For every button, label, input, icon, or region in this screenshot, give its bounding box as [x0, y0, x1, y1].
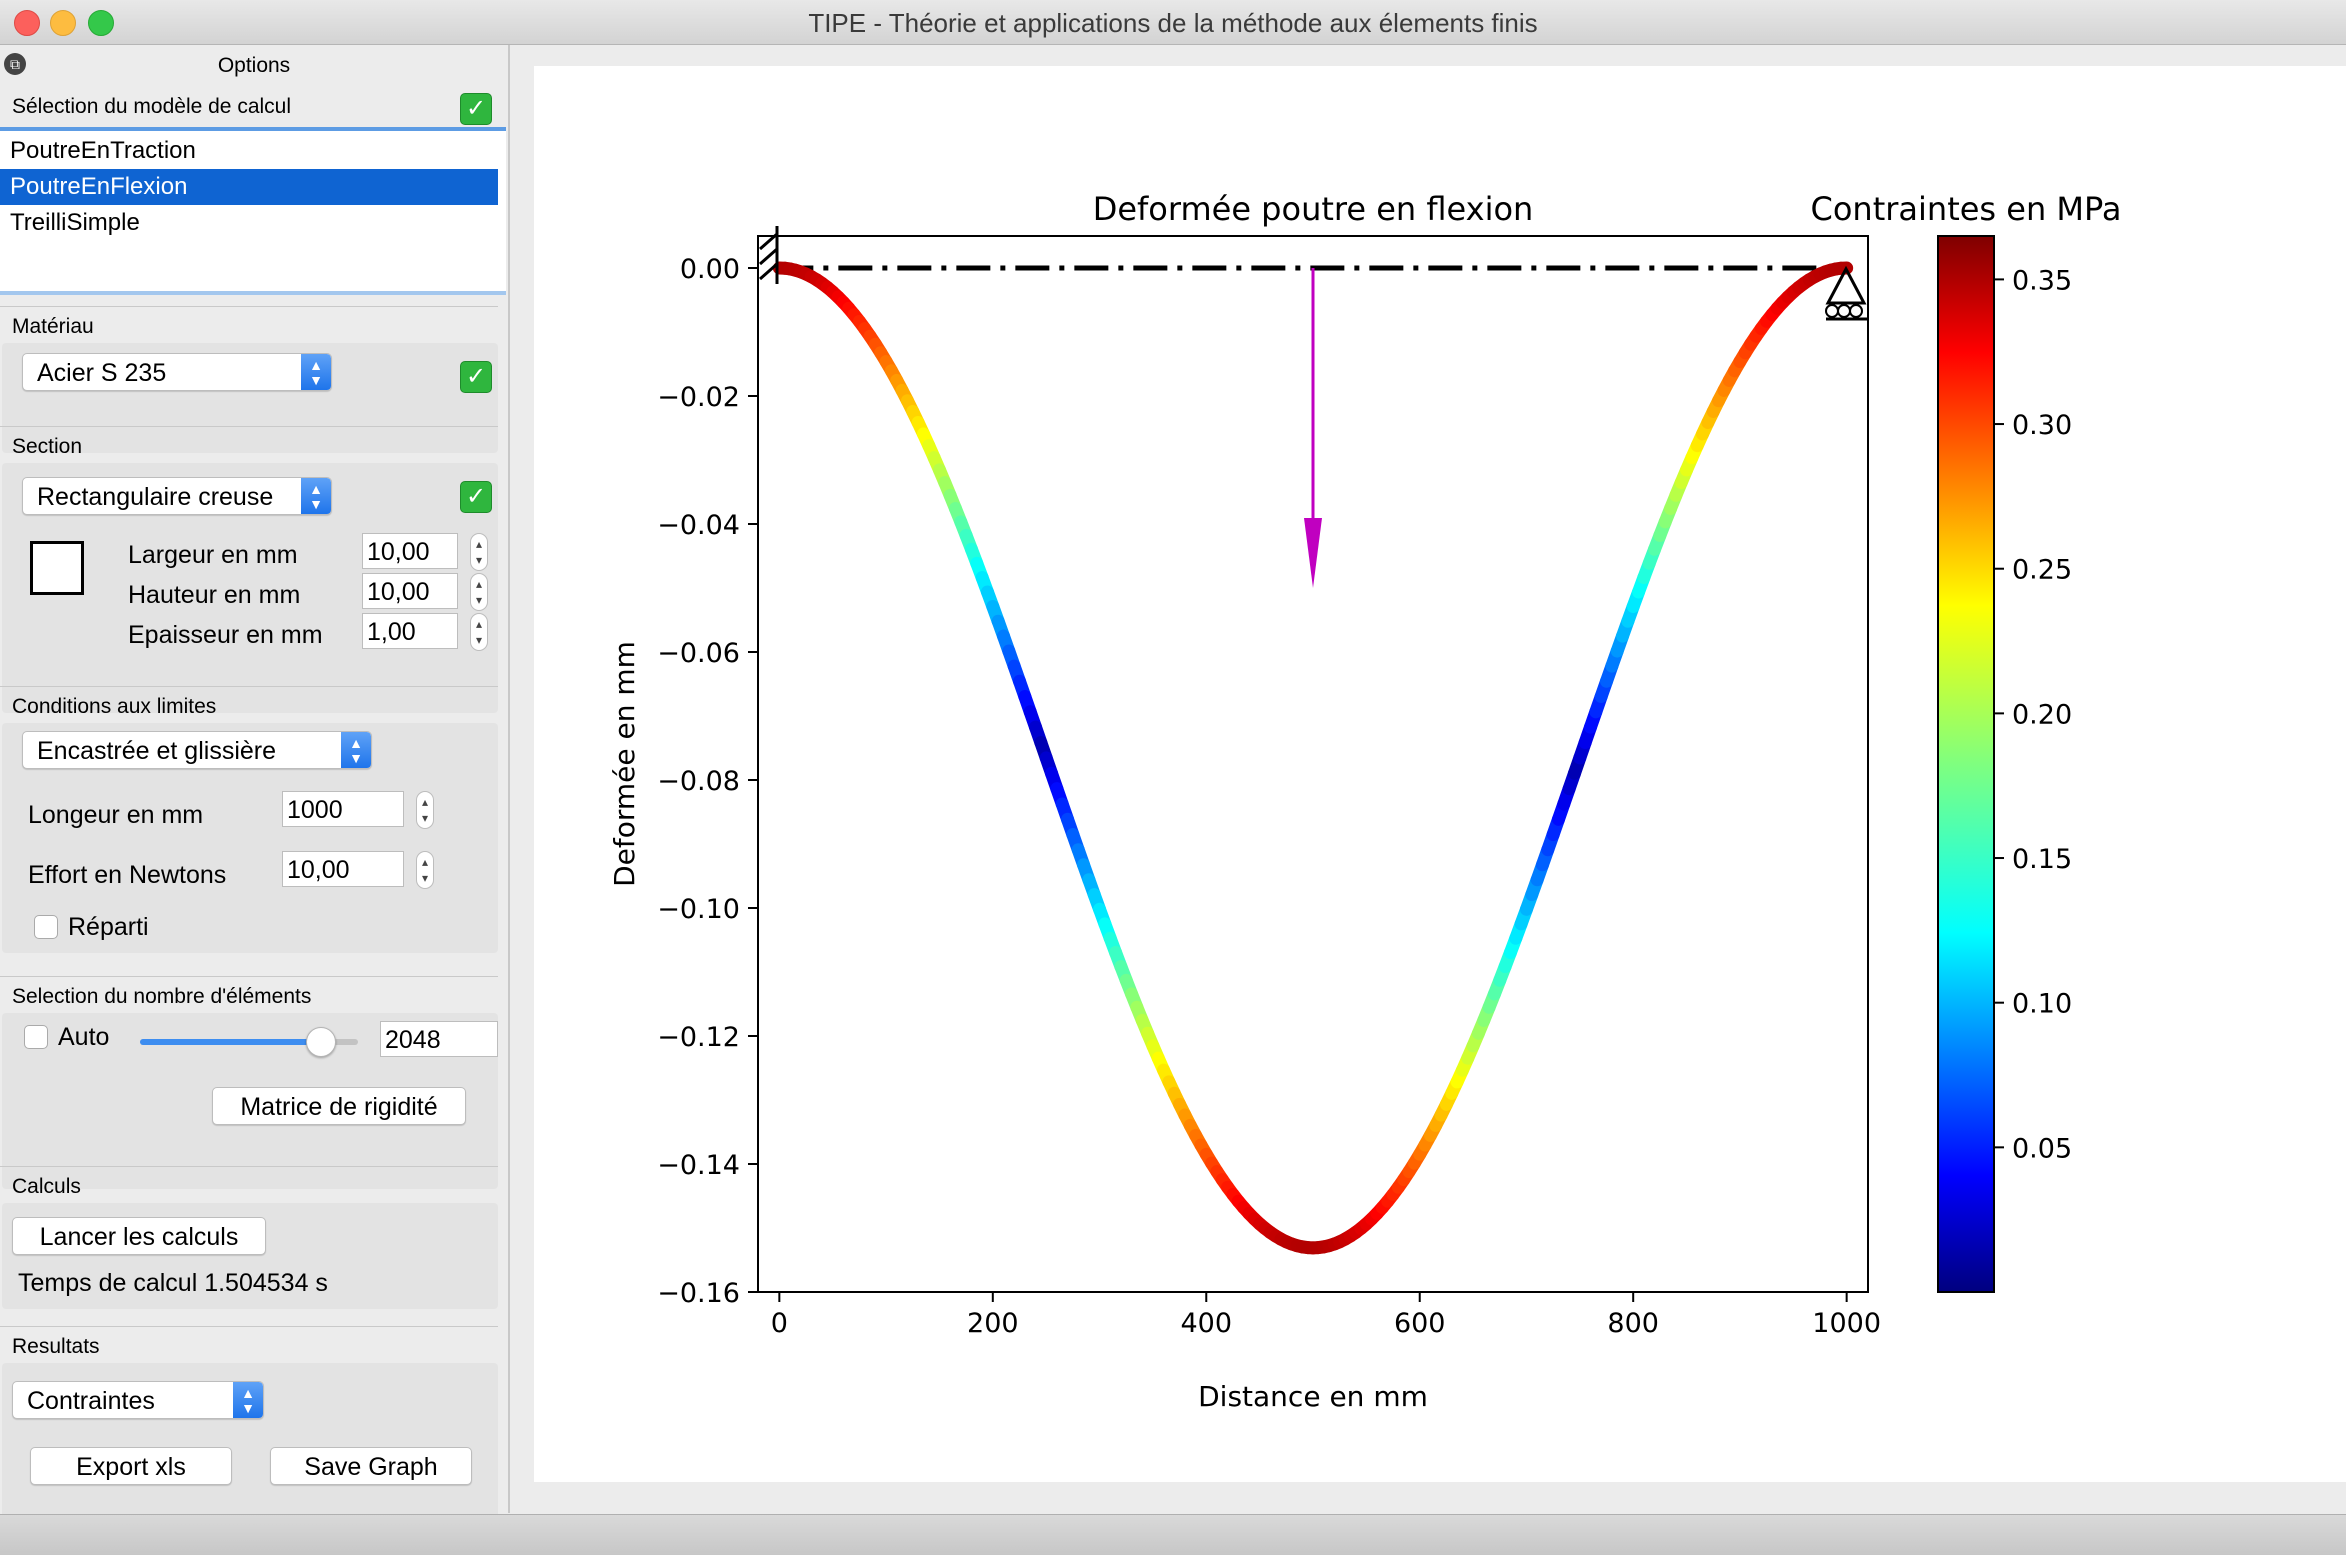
length-stepper[interactable]: ▴▾: [416, 791, 434, 829]
colorbar-tick-label: 0.20: [2012, 699, 2072, 730]
plot-area: Deformée poutre en flexion Distance en m…: [534, 66, 2346, 1482]
x-tick-label: 400: [1180, 1308, 1232, 1339]
divider: [0, 686, 498, 687]
y-tick-label: −0.10: [657, 894, 740, 925]
length-label: Longeur en mm: [28, 801, 203, 830]
colorbar-title: Contraintes en MPa: [1811, 190, 2122, 228]
chevron-updown-icon: ▲▼: [341, 732, 371, 769]
x-tick-label: 1000: [1812, 1308, 1881, 1339]
run-calc-button[interactable]: Lancer les calculs: [12, 1217, 266, 1255]
roller-support-icon: [1826, 269, 1868, 319]
colorbar-tick-label: 0.30: [2012, 410, 2072, 441]
x-tick-label: 0: [771, 1308, 788, 1339]
section-label: Section: [12, 435, 82, 459]
title-bar: TIPE - Théorie et applications de la mét…: [0, 0, 2346, 45]
window-title: TIPE - Théorie et applications de la mét…: [0, 8, 2346, 39]
undock-icon[interactable]: ⧉: [4, 53, 26, 75]
colorbar-tick-label: 0.35: [2012, 265, 2072, 296]
material-select[interactable]: Acier S 235 ▲▼: [22, 353, 332, 391]
divider: [0, 1326, 498, 1327]
export-xls-button[interactable]: Export xls: [30, 1447, 232, 1485]
options-panel: Options ⧉ Sélection du modèle de calcul …: [0, 45, 510, 1513]
x-axis-label: Distance en mm: [1198, 1380, 1428, 1413]
options-header: Options: [0, 45, 508, 85]
divider: [0, 1166, 498, 1167]
x-tick-label: 200: [967, 1308, 1019, 1339]
distributed-checkbox[interactable]: [34, 915, 58, 939]
length-input[interactable]: 1000: [282, 791, 404, 827]
results-type-select[interactable]: Contraintes ▲▼: [12, 1381, 264, 1419]
y-tick-label: −0.08: [657, 766, 740, 797]
list-item-treilli-simple[interactable]: TreilliSimple: [0, 205, 498, 241]
effort-label: Effort en Newtons: [28, 861, 226, 890]
x-tick-label: 600: [1394, 1308, 1446, 1339]
y-tick-label: −0.14: [657, 1150, 740, 1181]
section-shape-preview: [30, 541, 84, 595]
section-valid-check-icon: ✓: [460, 481, 492, 513]
y-tick-label: −0.06: [657, 638, 740, 669]
y-tick-label: −0.02: [657, 382, 740, 413]
distributed-label: Réparti: [68, 913, 149, 942]
results-type-value: Contraintes: [27, 1387, 155, 1415]
elements-slider-handle[interactable]: [306, 1027, 336, 1057]
divider: [0, 426, 498, 427]
material-value: Acier S 235: [37, 359, 166, 387]
y-tick-label: −0.16: [657, 1278, 740, 1309]
chevron-updown-icon: ▲▼: [301, 354, 331, 391]
stiffness-matrix-button[interactable]: Matrice de rigidité: [212, 1087, 466, 1125]
y-axis-label: Deformée en mm: [608, 641, 641, 887]
model-section-label: Sélection du modèle de calcul: [12, 95, 291, 119]
fixed-support-icon: [760, 226, 777, 284]
save-graph-button[interactable]: Save Graph: [270, 1447, 472, 1485]
colorbar-tick-label: 0.25: [2012, 555, 2072, 586]
thickness-input[interactable]: 1,00: [362, 613, 458, 649]
effort-stepper[interactable]: ▴▾: [416, 851, 434, 889]
y-tick-label: 0.00: [680, 254, 740, 285]
y-tick-label: −0.04: [657, 510, 740, 541]
limits-label: Conditions aux limites: [12, 695, 216, 719]
section-type-value: Rectangulaire creuse: [37, 483, 273, 511]
model-valid-check-icon: ✓: [460, 93, 492, 125]
width-input[interactable]: 10,00: [362, 533, 458, 569]
effort-input[interactable]: 10,00: [282, 851, 404, 887]
calc-label: Calculs: [12, 1175, 81, 1199]
material-valid-check-icon: ✓: [460, 361, 492, 393]
colorbar: [1938, 236, 1994, 1292]
limits-type-select[interactable]: Encastrée et glissière ▲▼: [22, 731, 372, 769]
height-label: Hauteur en mm: [128, 581, 300, 610]
y-tick-label: −0.12: [657, 1022, 740, 1053]
x-tick-label: 800: [1607, 1308, 1659, 1339]
thickness-label: Epaisseur en mm: [128, 621, 323, 650]
elements-label: Selection du nombre d'éléments: [12, 985, 311, 1009]
divider: [0, 976, 498, 977]
deformation-chart: Deformée poutre en flexion Distance en m…: [534, 66, 2346, 1482]
width-label: Largeur en mm: [128, 541, 298, 570]
model-list[interactable]: PoutreEnTraction PoutreEnFlexion Treilli…: [0, 127, 506, 295]
thickness-stepper[interactable]: ▴▾: [470, 613, 488, 651]
elements-count-input[interactable]: 2048: [380, 1021, 498, 1057]
chevron-updown-icon: ▲▼: [233, 1382, 263, 1419]
divider: [0, 306, 498, 307]
auto-checkbox[interactable]: [24, 1025, 48, 1049]
colorbar-tick-label: 0.10: [2012, 989, 2072, 1020]
limits-type-value: Encastrée et glissière: [37, 737, 276, 765]
calc-time-text: Temps de calcul 1.504534 s: [18, 1269, 328, 1298]
colorbar-tick-label: 0.15: [2012, 844, 2072, 875]
material-label: Matériau: [12, 315, 94, 339]
colorbar-tick-label: 0.05: [2012, 1133, 2072, 1164]
status-bar: [0, 1514, 2346, 1555]
height-input[interactable]: 10,00: [362, 573, 458, 609]
chart-title: Deformée poutre en flexion: [1093, 190, 1534, 228]
section-type-select[interactable]: Rectangulaire creuse ▲▼: [22, 477, 332, 515]
auto-label: Auto: [58, 1023, 109, 1052]
elements-slider-fill: [140, 1039, 325, 1045]
results-label: Resultats: [12, 1335, 100, 1359]
width-stepper[interactable]: ▴▾: [470, 533, 488, 571]
chevron-updown-icon: ▲▼: [301, 478, 331, 515]
list-item-poutre-flexion[interactable]: PoutreEnFlexion: [0, 169, 498, 205]
height-stepper[interactable]: ▴▾: [470, 573, 488, 611]
list-item-poutre-traction[interactable]: PoutreEnTraction: [0, 133, 498, 169]
load-arrow-head: [1304, 518, 1322, 588]
